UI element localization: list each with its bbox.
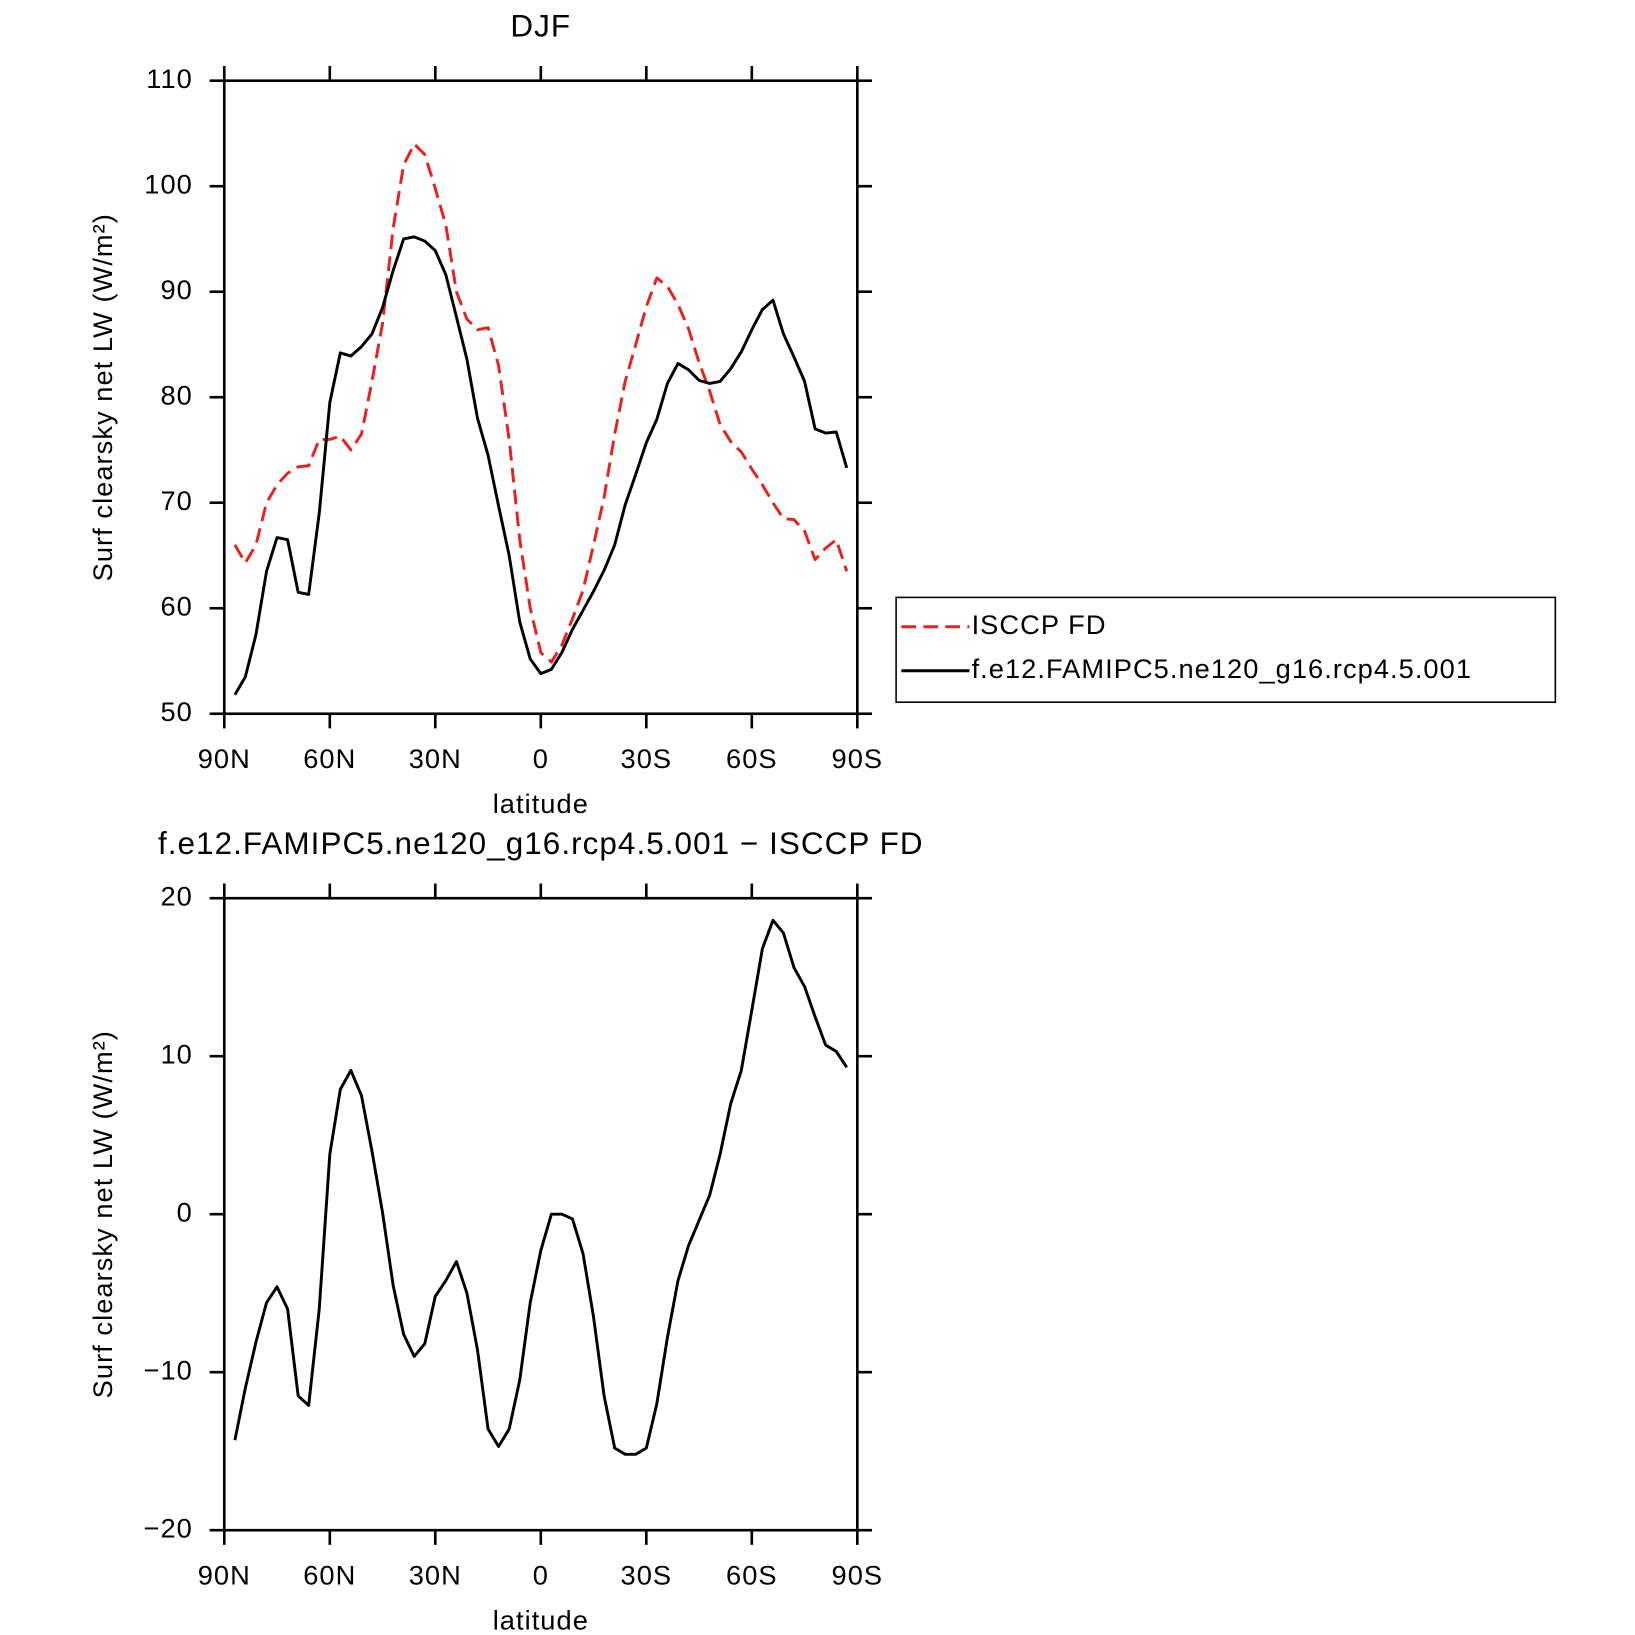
legend-label: f.e12.FAMIPC5.ne120_g16.rcp4.5.001 (972, 653, 1472, 684)
data-line (233, 235, 849, 696)
y-tick-label: 60 (160, 590, 192, 621)
x-tick-label: 90S (832, 743, 884, 774)
legend-box (895, 596, 1557, 703)
data-line (233, 918, 848, 1456)
x-tick-label: 60S (726, 1560, 778, 1591)
y-tick-label: 110 (146, 63, 193, 94)
legend-label: ISCCP FD (972, 609, 1107, 640)
y-axis-label: Surf clearsky net LW (W/m²) (87, 213, 118, 581)
x-tick-label: 30N (409, 743, 462, 774)
x-tick-label: 0 (533, 1560, 549, 1591)
x-axis-label: latitude (493, 788, 589, 819)
plot-frame (222, 79, 859, 716)
data-line (233, 142, 849, 664)
x-tick-label: 30N (409, 1560, 462, 1591)
plot-frame (222, 896, 859, 1532)
y-tick-label: 90 (160, 274, 192, 305)
x-axis-label: latitude (493, 1605, 589, 1635)
y-tick-label: −10 (144, 1354, 193, 1385)
y-axis-label: Surf clearsky net LW (W/m²) (87, 1030, 118, 1398)
y-tick-label: 0 (177, 1196, 193, 1227)
x-tick-label: 60S (726, 743, 778, 774)
x-tick-label: 30S (621, 743, 673, 774)
chart-title: DJF (510, 9, 571, 44)
y-tick-label: 20 (160, 880, 192, 911)
y-tick-label: 100 (144, 168, 193, 199)
y-tick-label: −20 (144, 1512, 193, 1543)
x-tick-label: 90N (198, 1560, 251, 1591)
x-tick-label: 60N (303, 1560, 356, 1591)
x-tick-label: 60N (303, 743, 356, 774)
y-tick-label: 70 (160, 485, 192, 516)
x-tick-label: 90N (198, 743, 251, 774)
y-tick-label: 80 (160, 379, 192, 410)
y-tick-label: 10 (160, 1038, 192, 1069)
x-tick-label: 90S (832, 1560, 884, 1591)
chart-title: f.e12.FAMIPC5.ne120_g16.rcp4.5.001 − ISC… (158, 826, 924, 861)
x-tick-label: 30S (621, 1560, 673, 1591)
y-tick-label: 50 (160, 696, 192, 727)
x-tick-label: 0 (533, 743, 549, 774)
